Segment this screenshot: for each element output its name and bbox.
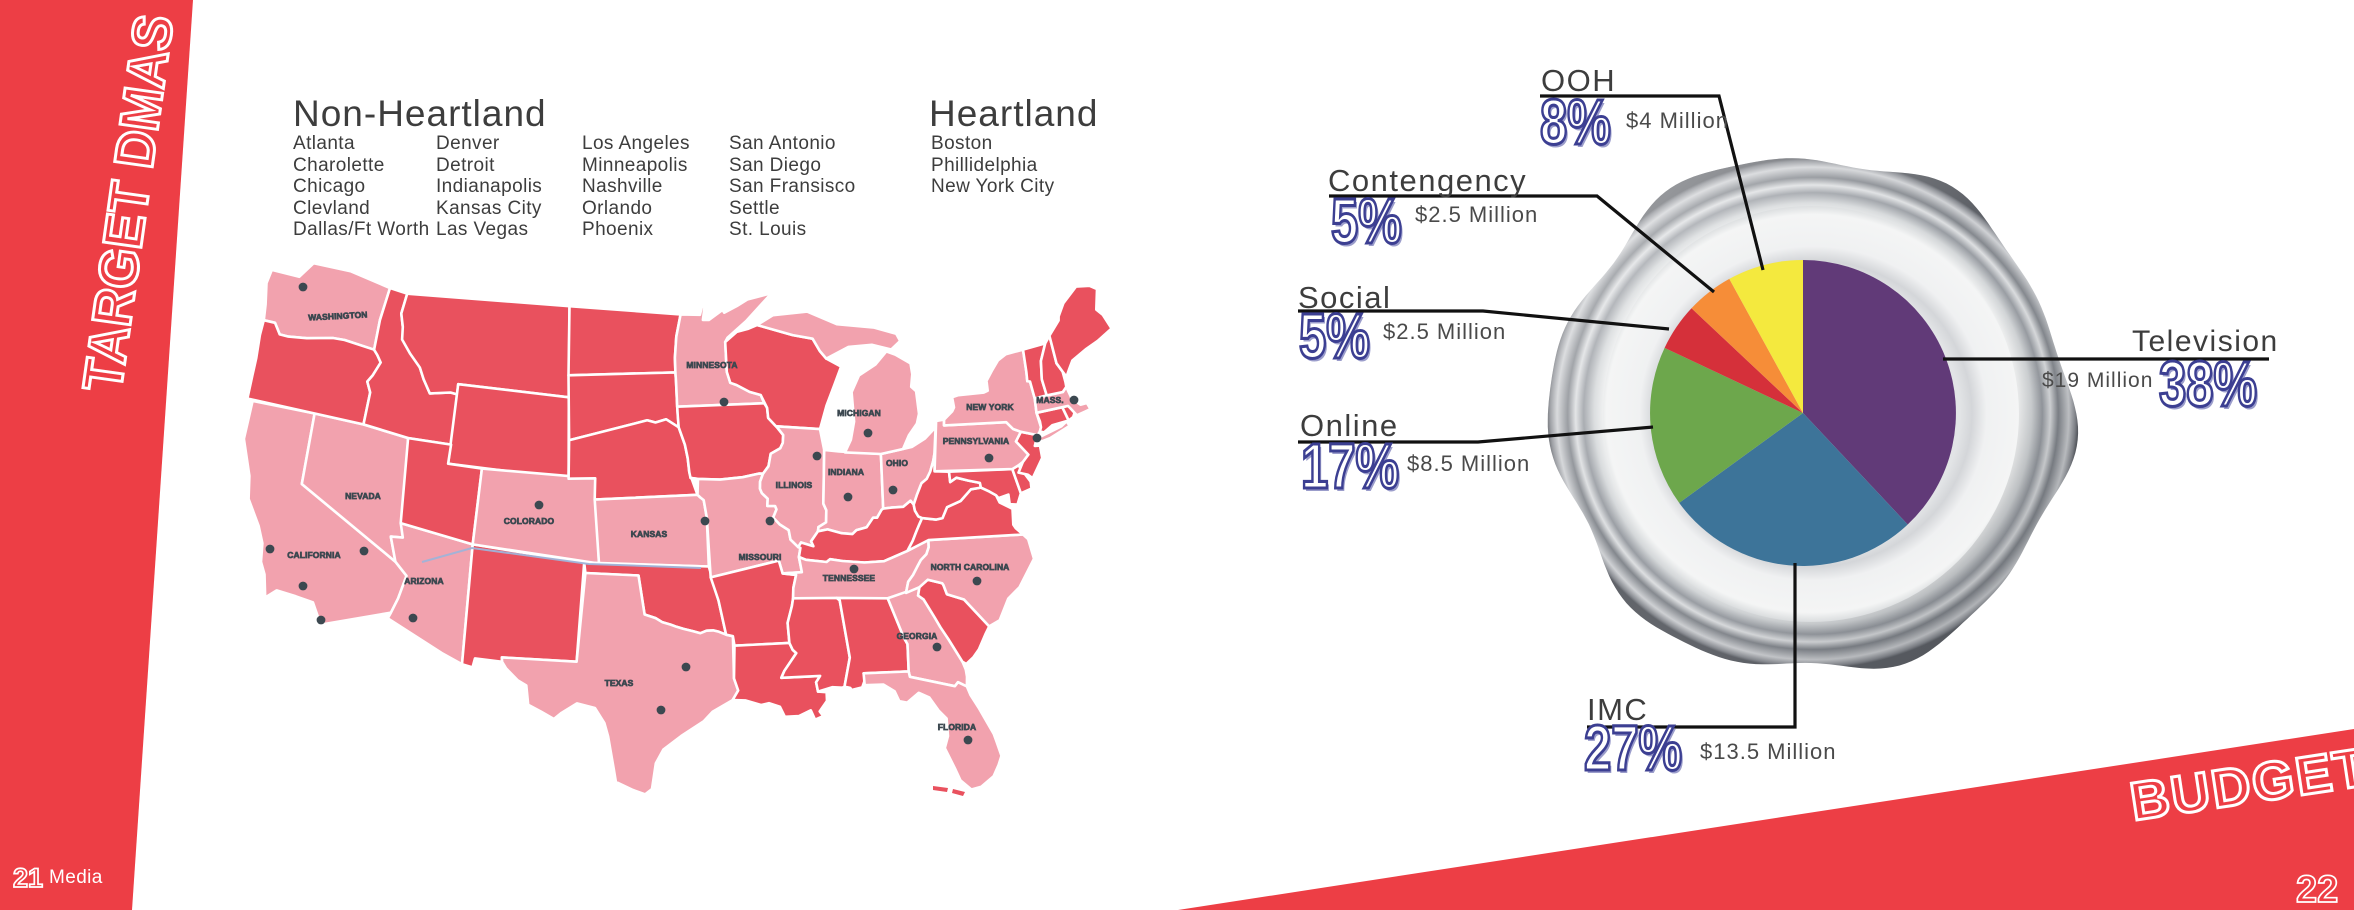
svg-text:NEVADA: NEVADA <box>345 491 381 501</box>
svg-text:NEW YORK: NEW YORK <box>966 402 1014 412</box>
svg-text:MASS.: MASS. <box>1036 395 1063 405</box>
svg-text:COLORADO: COLORADO <box>504 516 555 526</box>
svg-text:GEORGIA: GEORGIA <box>897 631 938 641</box>
svg-text:TENNESSEE: TENNESSEE <box>823 573 876 583</box>
svg-text:PENNSYLVANIA: PENNSYLVANIA <box>943 436 1010 446</box>
svg-text:INDIANA: INDIANA <box>828 467 864 477</box>
svg-text:WASHINGTON: WASHINGTON <box>308 309 368 322</box>
svg-text:OHIO: OHIO <box>886 458 908 468</box>
svg-text:CALIFORNIA: CALIFORNIA <box>287 550 340 560</box>
svg-text:FLORIDA: FLORIDA <box>938 722 976 732</box>
svg-text:TEXAS: TEXAS <box>605 678 634 688</box>
svg-text:NORTH CAROLINA: NORTH CAROLINA <box>931 562 1010 572</box>
svg-text:MINNESOTA: MINNESOTA <box>686 360 737 370</box>
svg-text:MISSOURI: MISSOURI <box>739 552 782 562</box>
svg-text:KANSAS: KANSAS <box>631 529 668 539</box>
svg-text:ARIZONA: ARIZONA <box>404 576 443 586</box>
svg-text:ILLINOIS: ILLINOIS <box>776 480 813 490</box>
svg-text:MICHIGAN: MICHIGAN <box>837 408 881 418</box>
